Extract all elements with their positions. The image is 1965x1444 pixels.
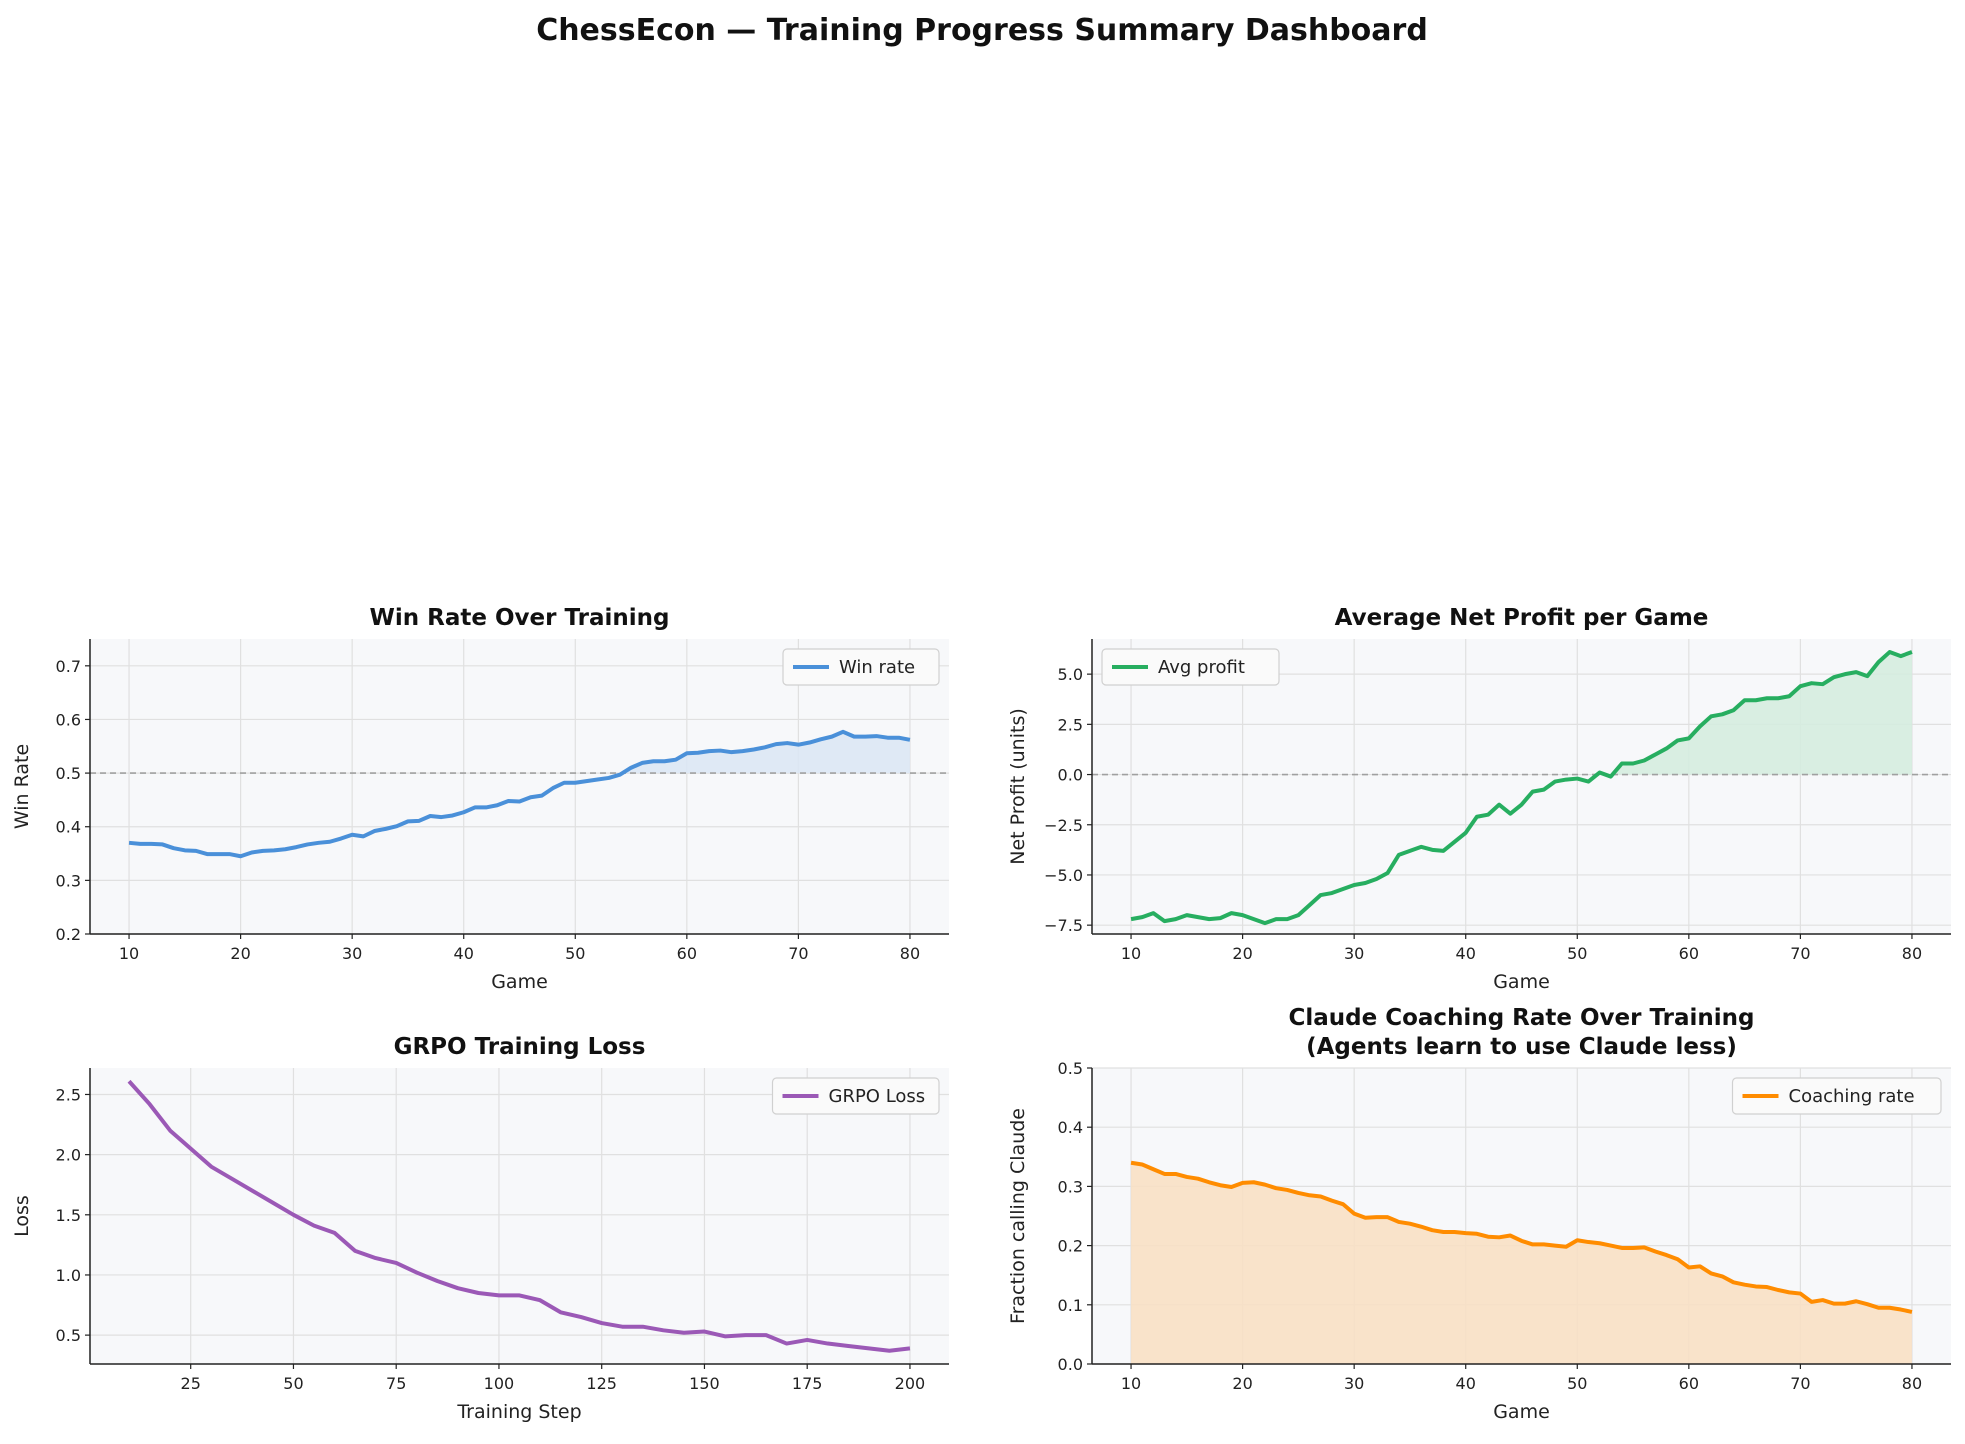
x-tick-label: 80 [1902,944,1922,963]
x-axis-label: Game [491,971,548,993]
series-line [1130,650,1913,926]
y-axis-label: Fraction calling Claude [1007,1108,1029,1324]
x-tick-label: 20 [1232,1374,1252,1393]
x-tick-label: 10 [1121,1374,1141,1393]
x-tick-label: 30 [342,944,362,963]
series-line [127,1079,911,1353]
y-tick-label: −7.5 [1044,916,1083,935]
x-tick-label: 50 [565,944,585,963]
x-tick-label: 50 [1567,944,1587,963]
x-tick-label: 60 [1679,944,1699,963]
x-tick-label: 175 [792,1374,823,1393]
chart-title: Claude Coaching Rate Over Training [1289,1005,1755,1031]
y-tick-label: 0.4 [56,818,81,837]
y-tick-label: 0.3 [1058,1177,1083,1196]
x-tick-label: 40 [1456,944,1476,963]
x-tick-label: 100 [484,1374,515,1393]
legend: GRPO Loss [771,1077,940,1115]
x-tick-label: 80 [1902,1374,1922,1393]
y-tick-label: 0.6 [56,710,81,729]
x-tick-label: 150 [689,1374,720,1393]
y-tick-label: −2.5 [1044,816,1083,835]
y-tick-label: 0.0 [1058,1355,1083,1374]
chart-subtitle: (Agents learn to use Claude less) [1306,1034,1737,1060]
x-axis-label: Game [1493,1401,1550,1423]
x-tick-label: 30 [1344,944,1364,963]
area-fill [1131,652,1912,775]
series-line [1130,1160,1913,1314]
y-tick-label: 1.5 [56,1206,81,1225]
y-tick-label: 0.2 [1058,1237,1083,1256]
y-tick-label: 0.5 [56,1326,81,1345]
x-tick-label: 70 [1790,944,1810,963]
x-tick-label: 50 [283,1374,303,1393]
plot-area [90,639,949,934]
x-tick-label: 70 [1790,1374,1810,1393]
chart-2: 10 20 30 40 50 60 70 80 −7.5 −5.0 −2.5 0.0 2.5 5.0 Ave… [1007,605,1951,993]
legend-label: GRPO Loss [829,1086,926,1107]
legend-label: Avg profit [1158,657,1245,678]
y-axis-label: Loss [11,1195,33,1237]
y-tick-label: −5.0 [1044,866,1083,885]
legend-label: Coaching rate [1789,1086,1915,1107]
x-tick-label: 40 [1456,1374,1476,1393]
x-tick-label: 10 [1121,944,1141,963]
x-tick-label: 30 [1344,1374,1364,1393]
x-tick-label: 50 [1567,1374,1587,1393]
y-tick-label: 2.5 [56,1085,81,1104]
legend: Win rate [782,648,940,686]
x-tick-label: 20 [1232,944,1252,963]
legend-box [1731,1077,1942,1115]
legend-box [1101,648,1280,686]
x-tick-label: 200 [895,1374,926,1393]
x-tick-label: 60 [1679,1374,1699,1393]
x-tick-label: 60 [677,944,697,963]
figure-title: ChessEcon — Training Progress Summary Da… [536,13,1428,48]
y-tick-label: 0.5 [56,764,81,783]
y-tick-label: 5.0 [1058,665,1083,684]
y-axis-label: Net Profit (units) [1007,708,1029,865]
x-tick-label: 40 [454,944,474,963]
x-tick-label: 10 [119,944,139,963]
x-tick-label: 20 [230,944,250,963]
y-tick-label: 0.3 [56,871,81,890]
chart-title: Average Net Profit per Game [1335,605,1709,631]
legend-label: Win rate [839,657,915,678]
series-line [128,729,911,859]
y-tick-label: 0.7 [56,657,81,676]
y-tick-label: 2.5 [1058,715,1083,734]
chart-3: 25 50 75 100 125 150 175 200 0.5 1.0 1.5 2.0 2.5 GRPO… [11,1034,949,1423]
legend: Coaching rate [1731,1077,1942,1115]
x-tick-label: 80 [900,944,920,963]
legend: Avg profit [1101,648,1280,686]
chart-title: Win Rate Over Training [370,605,670,631]
x-tick-label: 125 [586,1374,617,1393]
chart-title: GRPO Training Loss [394,1034,646,1060]
x-tick-label: 75 [386,1374,406,1393]
x-tick-label: 25 [181,1374,201,1393]
y-tick-label: 0.4 [1058,1118,1083,1137]
y-tick-label: 0.5 [1058,1059,1083,1078]
y-tick-label: 0.0 [1058,766,1083,785]
chart-1: 10 20 30 40 50 60 70 80 0.2 0.3 0.4 0.5 0.6 0.7 Win Ra… [11,605,949,993]
y-tick-label: 1.0 [56,1266,81,1285]
y-tick-label: 2.0 [56,1146,81,1165]
y-tick-label: 0.2 [56,925,81,944]
legend-box [782,648,940,686]
chart-4: 10 20 30 40 50 60 70 80 0.0 0.1 0.2 0.3 0.4 0.5 Claude… [1007,1005,1951,1423]
legend-box [771,1077,940,1115]
y-tick-label: 0.1 [1058,1296,1083,1315]
x-axis-label: Game [1493,971,1550,993]
y-axis-label: Win Rate [11,744,33,829]
x-tick-label: 70 [788,944,808,963]
plot-area [90,1068,949,1364]
area-fill [1131,1162,1912,1364]
x-axis-label: Training Step [456,1401,581,1423]
area-fill [129,731,910,774]
